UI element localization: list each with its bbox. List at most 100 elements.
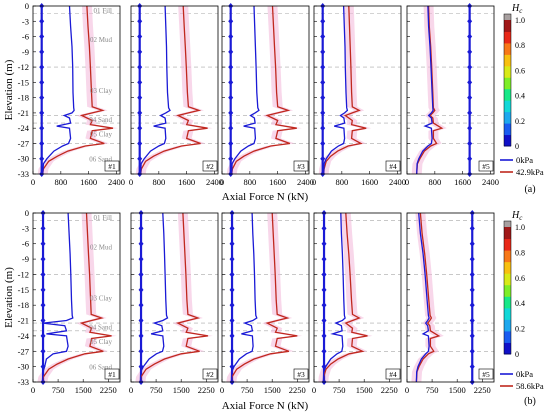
x-tick-label: 1500	[264, 385, 281, 395]
x-tick-label: 2400	[297, 177, 314, 187]
colorbar-tick-label: 0.4	[515, 92, 525, 101]
pile-node-marker	[320, 94, 326, 101]
colorbar-tick-label: 1.0	[515, 16, 525, 25]
pile-panel-5: #5 0 800 1600 2400	[405, 3, 499, 187]
pile-node-marker	[137, 94, 143, 101]
colorbar-tick-label: 0	[515, 142, 519, 151]
x-tick-label: 0	[31, 385, 35, 395]
y-tick-label: -18	[18, 300, 29, 310]
pile-label: #3	[297, 162, 305, 171]
pile-node-marker	[228, 109, 234, 116]
chart-figure-a: Elevation (m) 0 -3 -6 -9 -12 -15 -18 -21 -24 -27 -3…	[3, 1, 544, 203]
x-tick-label: 2400	[389, 177, 406, 187]
pile-node-marker	[320, 64, 326, 71]
pile-node-marker	[467, 94, 473, 101]
pile-node-marker	[229, 225, 235, 232]
pile-node-marker	[40, 332, 46, 339]
pile-node-marker	[229, 286, 235, 293]
pile-node-marker	[467, 109, 473, 116]
colorbar-segment	[504, 88, 511, 101]
y-tick-label: 0	[25, 208, 29, 218]
y-tick-label: -33	[18, 169, 29, 179]
soil-layer-label: 05 Clay	[90, 338, 112, 346]
pile-label-box	[293, 368, 309, 380]
soil-layer-label: 04 Sand	[89, 324, 112, 332]
y-tick-label: -30	[18, 362, 29, 372]
initial-force-curve	[42, 5, 75, 175]
soil-layer-label: 02 Mud	[90, 36, 112, 44]
pile-node-marker	[469, 256, 475, 263]
colorbar-segment	[504, 261, 511, 274]
pile-label: #5	[482, 370, 490, 379]
loaded-force-curve	[41, 212, 112, 383]
colorbar-frame	[503, 13, 512, 147]
x-tick-label: 1600	[178, 177, 195, 187]
pile-panel-3: #3 0 750 1500 2250	[220, 210, 310, 395]
pile-node-marker	[138, 332, 144, 339]
soil-layer-label: 01 Fill	[94, 214, 113, 222]
panel-frame	[32, 5, 121, 175]
panel-frame	[406, 5, 495, 175]
y-tick-label: -12	[18, 269, 29, 279]
pile-label-box	[202, 160, 218, 172]
x-axis-label: Axial Force N (kN)	[222, 400, 309, 412]
y-tick-label: -24	[18, 123, 30, 133]
soil-layer-label: 06 Sand	[89, 364, 112, 372]
loaded-force-curve	[323, 5, 367, 175]
x-tick-label: 2250	[100, 385, 117, 395]
pile-node-marker	[321, 256, 327, 263]
pile-node-marker	[40, 240, 46, 247]
pile-node-marker	[467, 18, 473, 25]
panel-background	[407, 6, 494, 174]
pile-node-marker	[469, 348, 475, 355]
colorbar-segment	[504, 20, 511, 32]
x-tick-label: 2250	[198, 385, 215, 395]
x-tick-label: 0	[129, 177, 133, 187]
x-tick-label: 750	[150, 385, 163, 395]
pile-node-marker	[467, 125, 473, 132]
legend-label: 42.9kPa	[516, 167, 544, 177]
pile-label-box	[104, 160, 120, 172]
pile-node-marker	[229, 240, 235, 247]
loaded-force-curve	[230, 212, 298, 383]
pile-node-marker	[320, 33, 326, 40]
pile-panel-1: 01 Fill 02 Mud 03 Clay 04 Sand 05 Clay 06 San…	[31, 210, 121, 395]
loaded-range-band	[411, 6, 447, 174]
pile-node-marker	[321, 271, 327, 278]
pile-label: #4	[389, 162, 397, 171]
y-tick-label: -3	[22, 223, 29, 233]
y-tick-label: -15	[18, 285, 29, 295]
pile-node-marker	[39, 94, 45, 101]
initial-force-curve	[140, 5, 171, 175]
pile-node-marker	[137, 33, 143, 40]
pile-node-marker	[137, 18, 143, 25]
x-tick-label: 800	[335, 177, 348, 187]
x-tick-label: 0	[220, 177, 224, 187]
pile-node-marker	[40, 348, 46, 355]
panel-frame	[406, 212, 495, 383]
y-tick-label: 0	[25, 1, 29, 11]
x-tick-label: 1600	[269, 177, 286, 187]
pile-node-marker	[138, 240, 144, 247]
loaded-force-curve	[42, 5, 114, 175]
pile-node-marker	[229, 348, 235, 355]
pile-node-marker	[320, 140, 326, 147]
x-tick-label: 800	[54, 177, 67, 187]
x-tick-label: 1500	[449, 385, 466, 395]
x-tick-label: 2250	[289, 385, 306, 395]
pile-node-marker	[39, 125, 45, 132]
legend: 0kPa 42.9kPa	[500, 155, 544, 177]
colorbar-tick-label: 0.8	[515, 248, 525, 257]
soil-layer-label: 03 Clay	[90, 87, 112, 95]
pile-panel-3: #3 0 800 1600 2400	[220, 3, 314, 187]
colorbar-tick-label: 0	[515, 350, 519, 359]
x-tick-label: 750	[241, 385, 254, 395]
x-tick-label: 800	[152, 177, 165, 187]
initial-force-curve	[41, 212, 74, 383]
pile-node-marker	[467, 64, 473, 71]
panel-letter: (b)	[524, 396, 536, 407]
initial-force-curve	[322, 212, 346, 383]
initial-force-curve	[231, 5, 260, 175]
panel-frame	[221, 5, 310, 175]
